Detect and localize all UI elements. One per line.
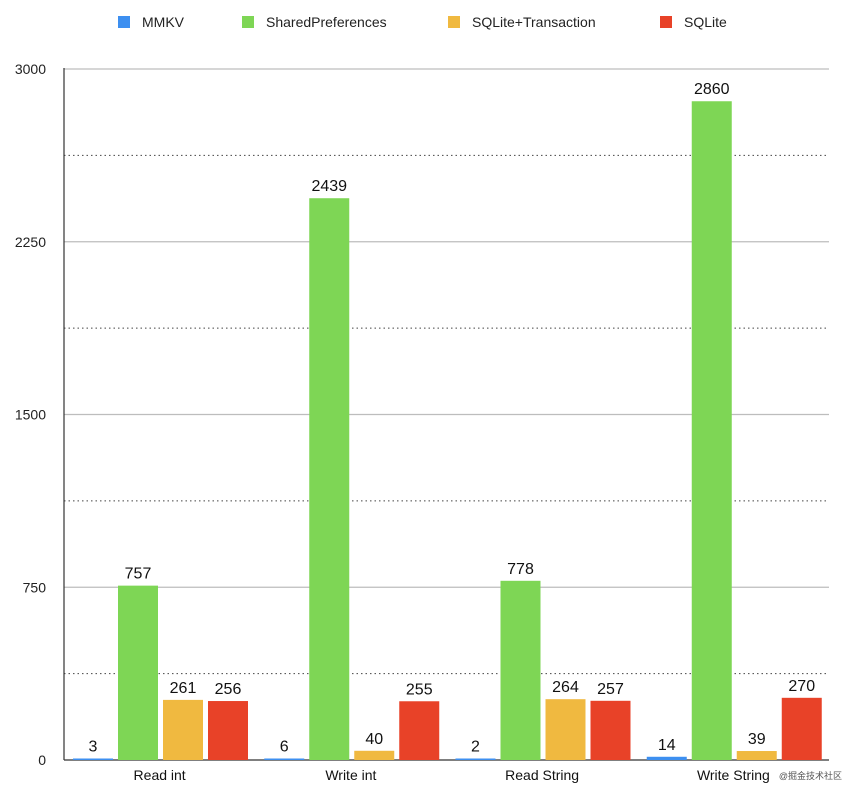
bar	[545, 699, 586, 760]
bar	[73, 758, 113, 760]
bar	[309, 198, 350, 761]
bar	[500, 580, 541, 760]
legend-swatch-sharedpreferences	[242, 16, 254, 28]
data-label: 270	[788, 678, 815, 695]
legend-label-sharedpreferences: SharedPreferences	[266, 14, 387, 30]
bar	[354, 750, 395, 760]
data-label: 3	[89, 739, 98, 756]
data-label: 757	[125, 566, 152, 583]
chart-legend: MMKV SharedPreferences SQLite+Transactio…	[0, 14, 856, 34]
data-label: 39	[748, 731, 766, 748]
bar	[399, 701, 440, 760]
legend-swatch-sqlite	[660, 16, 672, 28]
data-label: 14	[658, 737, 676, 754]
legend-swatch-mmkv	[118, 16, 130, 28]
y-tick-label: 2250	[15, 234, 46, 250]
y-tick-label: 0	[38, 752, 46, 768]
watermark: @掘金技术社区	[778, 771, 842, 781]
x-tick-label: Write int	[325, 767, 376, 783]
legend-item-mmkv: MMKV	[118, 14, 184, 30]
y-tick-label: 750	[23, 579, 47, 595]
legend-label-sqlite-transaction: SQLite+Transaction	[472, 14, 596, 30]
bar	[590, 700, 631, 760]
data-label: 255	[406, 681, 433, 698]
legend-item-sqlite-transaction: SQLite+Transaction	[448, 14, 596, 30]
data-label: 6	[280, 739, 289, 756]
bar	[646, 756, 687, 760]
data-label: 40	[365, 731, 383, 748]
bar	[118, 585, 158, 760]
data-label: 778	[507, 561, 534, 578]
legend-swatch-sqlite-transaction	[448, 16, 460, 28]
bar	[208, 701, 248, 760]
bar	[781, 697, 822, 760]
bar	[264, 758, 305, 760]
data-label: 261	[170, 680, 197, 697]
x-tick-label: Read String	[505, 767, 579, 783]
bar	[455, 758, 496, 760]
x-tick-label: Write String	[697, 767, 770, 783]
data-label: 257	[597, 681, 624, 698]
legend-label-mmkv: MMKV	[142, 14, 184, 30]
bar	[736, 751, 777, 760]
x-tick-label: Read int	[134, 767, 186, 783]
y-tick-label: 1500	[15, 407, 46, 423]
data-label: 256	[215, 681, 242, 698]
legend-label-sqlite: SQLite	[684, 14, 727, 30]
data-label: 2860	[694, 81, 730, 98]
data-label: 2	[471, 739, 480, 756]
legend-item-sqlite: SQLite	[660, 14, 727, 30]
bar	[691, 101, 732, 761]
data-label: 264	[552, 679, 579, 696]
bar	[163, 699, 203, 760]
data-label: 2439	[311, 178, 347, 195]
y-tick-label: 3000	[15, 61, 46, 77]
legend-item-sharedpreferences: SharedPreferences	[242, 14, 387, 30]
